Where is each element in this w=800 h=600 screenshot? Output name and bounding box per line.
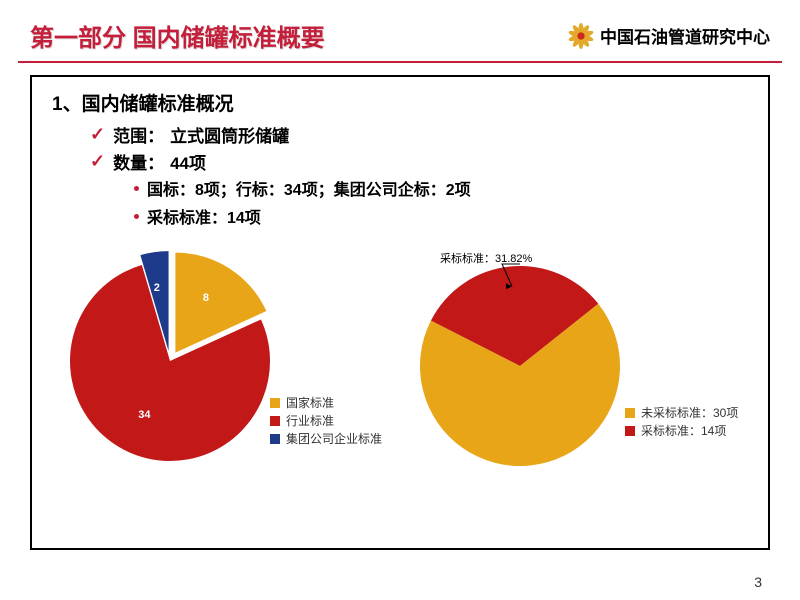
legend-left-text-2: 集团公司企业标准 <box>286 430 382 448</box>
checkmark-icon: ✓ <box>90 151 105 172</box>
legend-right-text-1: 采标标准：14项 <box>641 422 726 440</box>
pie-left-label-1: 34 <box>138 409 150 421</box>
bullet-dot-icon <box>134 214 139 219</box>
org-block: 中国石油管道研究中心 <box>568 23 770 49</box>
bullet-count: ✓ 数量： 44项 <box>90 149 748 174</box>
page-number: 3 <box>754 574 762 590</box>
pie-left-label-2: 2 <box>154 282 160 294</box>
legend-left-text-1: 行业标准 <box>286 412 334 430</box>
legend-right-item: 未采标标准：30项 <box>625 404 738 422</box>
legend-swatch-icon <box>270 416 280 426</box>
bullet-scope-value: 立式圆筒形储罐 <box>170 122 289 147</box>
bullet-count-value: 44项 <box>170 149 206 174</box>
legend-left: 国家标准 行业标准 集团公司企业标准 <box>270 394 382 448</box>
bullet-count-label: 数量： <box>113 149 164 174</box>
slide-title: 第一部分 国内储罐标准概要 <box>30 18 325 53</box>
legend-swatch-icon <box>625 426 635 436</box>
charts-row: 国家标准 行业标准 集团公司企业标准 8 34 2 采标标准：31.82% <box>52 246 748 486</box>
callout-label: 采标标准：31.82% <box>440 250 532 266</box>
legend-swatch-icon <box>270 434 280 444</box>
legend-left-item: 国家标准 <box>270 394 382 412</box>
bullet-list: ✓ 范围： 立式圆筒形储罐 ✓ 数量： 44项 国标：8项；行标：34项；集团公… <box>52 122 748 228</box>
bullet-adopted: 采标标准：14项 <box>134 204 748 228</box>
legend-swatch-icon <box>270 398 280 408</box>
legend-right: 未采标标准：30项 采标标准：14项 <box>625 404 738 440</box>
checkmark-icon: ✓ <box>90 124 105 145</box>
bullet-scope: ✓ 范围： 立式圆筒形储罐 <box>90 122 748 147</box>
legend-left-text-0: 国家标准 <box>286 394 334 412</box>
chart-left: 国家标准 行业标准 集团公司企业标准 8 34 2 <box>60 246 390 486</box>
org-name: 中国石油管道研究中心 <box>600 23 770 48</box>
header-divider <box>18 61 782 63</box>
bullet-dot-icon <box>134 186 139 191</box>
legend-swatch-icon <box>625 408 635 418</box>
org-logo-icon <box>568 23 594 49</box>
bullet-breakdown: 国标：8项；行标：34项；集团公司企标：2项 <box>134 176 748 200</box>
content-frame: 1、国内储罐标准概况 ✓ 范围： 立式圆筒形储罐 ✓ 数量： 44项 国标：8项… <box>30 75 770 550</box>
chart-right: 采标标准：31.82% 未采标标准：30项 采标标准：14项 <box>400 246 740 486</box>
section-heading: 1、国内储罐标准概况 <box>52 89 748 116</box>
slide-header: 第一部分 国内储罐标准概要 中国石油管道研究中心 <box>0 0 800 61</box>
legend-right-text-0: 未采标标准：30项 <box>641 404 738 422</box>
bullet-adopted-text: 采标标准：14项 <box>147 204 261 228</box>
pie-left-svg <box>60 246 280 466</box>
bullet-breakdown-text: 国标：8项；行标：34项；集团公司企标：2项 <box>147 176 471 200</box>
pie-right-svg <box>400 246 620 466</box>
bullet-scope-label: 范围： <box>113 122 164 147</box>
legend-left-item: 集团公司企业标准 <box>270 430 382 448</box>
legend-left-item: 行业标准 <box>270 412 382 430</box>
pie-left-label-0: 8 <box>203 292 209 304</box>
legend-right-item: 采标标准：14项 <box>625 422 738 440</box>
